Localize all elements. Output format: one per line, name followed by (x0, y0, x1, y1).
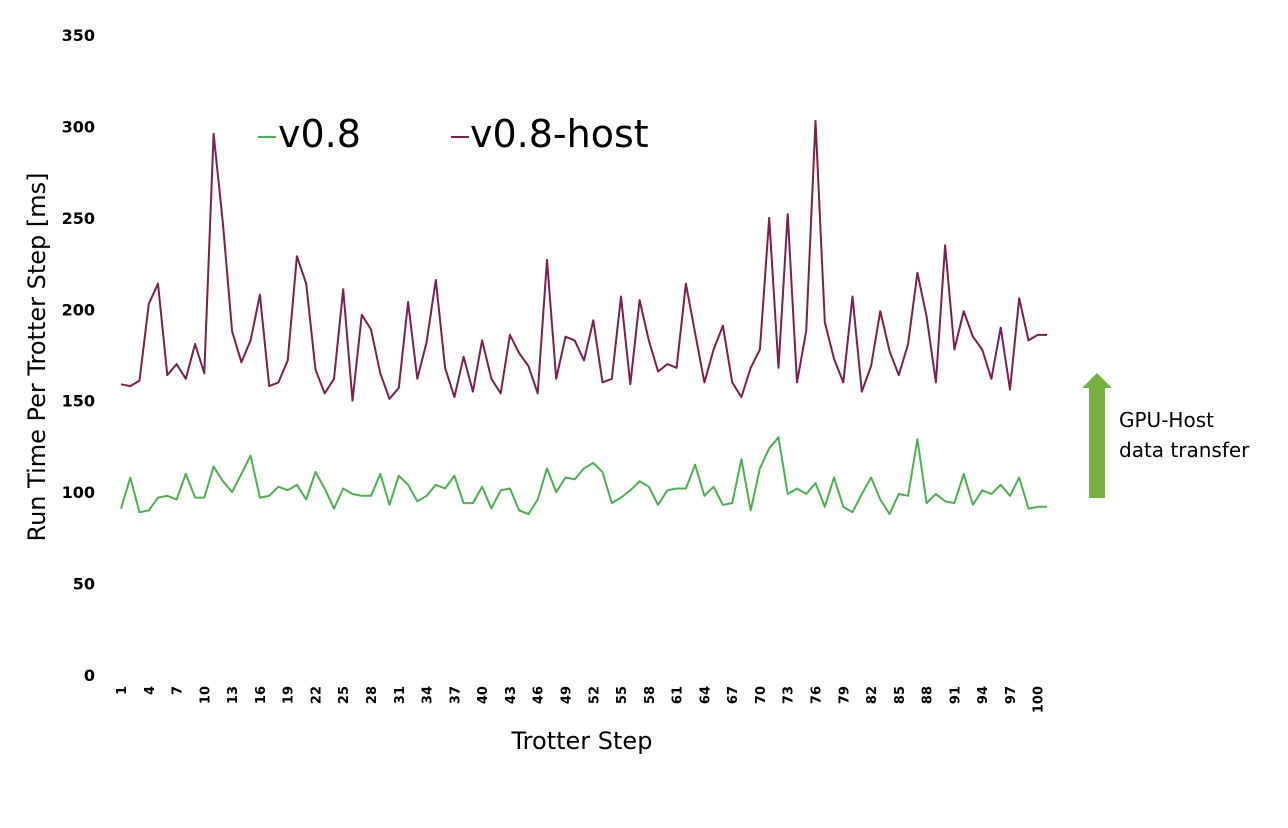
x-tick-label: 10 (198, 686, 213, 704)
x-tick-label: 52 (587, 686, 602, 704)
y-tick-label: 150 (62, 392, 95, 411)
x-tick-label: 67 (726, 686, 741, 704)
x-tick-label: 4 (143, 686, 158, 695)
x-tick-label: 97 (1004, 686, 1019, 704)
up-arrow-icon (1082, 373, 1112, 498)
x-tick-label: 31 (393, 686, 408, 704)
y-tick-label: 350 (62, 26, 95, 45)
x-tick-label: 91 (948, 686, 963, 704)
y-tick-label: 200 (62, 300, 95, 319)
x-tick-label: 7 (171, 686, 186, 695)
x-tick-label: 64 (698, 686, 713, 704)
x-tick-label: 16 (254, 686, 269, 704)
y-tick-label: 100 (62, 483, 95, 502)
x-tick-label: 22 (309, 686, 324, 704)
x-tick-label: 58 (643, 686, 658, 704)
gpu-host-annotation: GPU-Host data transfer (1082, 373, 1250, 498)
legend-label-v08: v0.8 (278, 112, 361, 156)
x-tick-label: 13 (226, 686, 241, 704)
annotation-line-1: GPU-Host (1119, 408, 1214, 432)
x-tick-label: 37 (448, 686, 463, 704)
x-tick-label: 94 (976, 686, 991, 704)
x-tick-label: 61 (671, 686, 686, 704)
x-tick-label: 88 (921, 686, 936, 704)
x-tick-label: 70 (754, 686, 769, 704)
x-tick-label: 40 (476, 686, 491, 704)
x-tick-label: 79 (837, 686, 852, 704)
x-tick-label: 28 (365, 686, 380, 704)
x-tick-label: 1 (115, 686, 130, 695)
x-tick-label: 43 (504, 686, 519, 704)
series-layer (120, 119, 1047, 516)
y-axis-label: Run Time Per Trotter Step [ms] (23, 172, 51, 541)
x-tick-label: 19 (282, 686, 297, 704)
y-tick-label: 0 (84, 666, 95, 685)
series-line-v08-host (120, 119, 1047, 402)
x-axis-label: Trotter Step (511, 727, 653, 755)
x-tick-label: 34 (421, 686, 436, 704)
x-tick-label: 49 (559, 686, 574, 704)
x-tick-label: 100 (1032, 686, 1047, 713)
series-line-v08 (120, 436, 1047, 516)
y-tick-label: 300 (62, 117, 95, 136)
legend: v0.8 v0.8-host (258, 112, 649, 156)
legend-label-v08-host: v0.8-host (470, 112, 649, 156)
y-tick-label: 250 (62, 209, 95, 228)
x-tick-label: 85 (893, 686, 908, 704)
x-axis-ticks: 1 4 7 10 13 16 19 22 25 28 31 34 37 40 43 46 49 52 55 58 61 6… (115, 686, 1047, 713)
x-tick-label: 46 (532, 686, 547, 704)
y-tick-label: 50 (73, 575, 95, 594)
x-tick-label: 82 (865, 686, 880, 704)
x-tick-label: 25 (337, 686, 352, 704)
y-axis-ticks: 0 50 100 150 200 250 300 350 (62, 26, 95, 685)
annotation-line-2: data transfer (1119, 438, 1250, 462)
x-tick-label: 73 (782, 686, 797, 704)
x-tick-label: 55 (615, 686, 630, 704)
x-tick-label: 76 (810, 686, 825, 704)
